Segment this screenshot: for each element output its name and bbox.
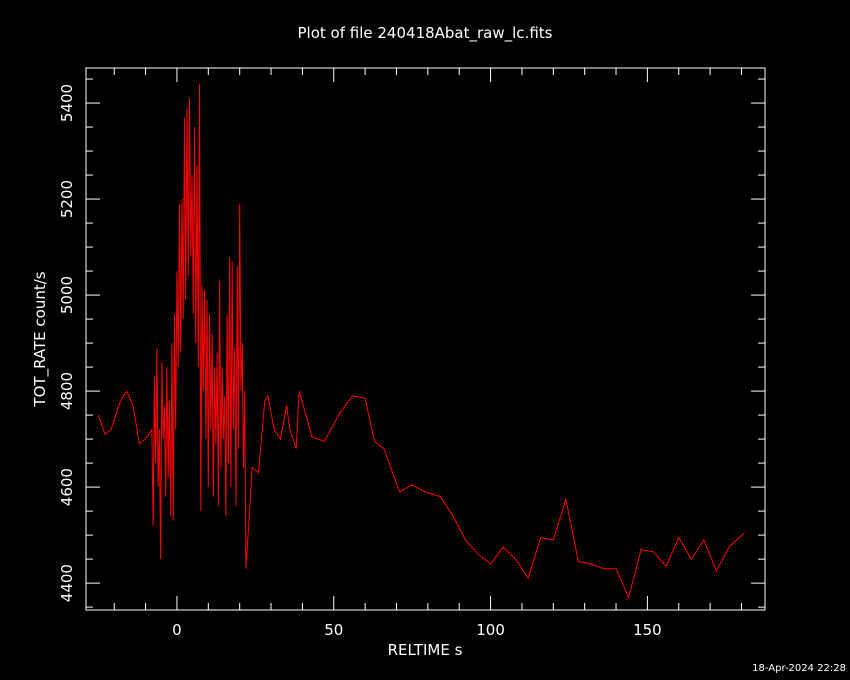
y-axis-label: TOT_RATE count/s (31, 271, 50, 407)
x-axis-label: RELTIME s (388, 641, 463, 659)
plot-frame (85, 67, 766, 611)
y-tick-label: 5200 (58, 180, 76, 218)
y-tick-label: 4800 (58, 372, 76, 410)
y-tick-label: 4600 (58, 468, 76, 506)
x-tick-label: 100 (476, 621, 505, 639)
y-tick-label: 5400 (58, 84, 76, 122)
x-tick-label: 150 (633, 621, 662, 639)
y-tick-label: 5000 (58, 276, 76, 314)
data-line (98, 83, 745, 600)
x-tick-label: 50 (324, 621, 343, 639)
chart-title: Plot of file 240418Abat_raw_lc.fits (298, 24, 553, 43)
timestamp: 18-Apr-2024 22:28 (752, 663, 846, 674)
x-tick-label: 0 (172, 621, 182, 639)
y-tick-label: 4400 (58, 564, 76, 602)
